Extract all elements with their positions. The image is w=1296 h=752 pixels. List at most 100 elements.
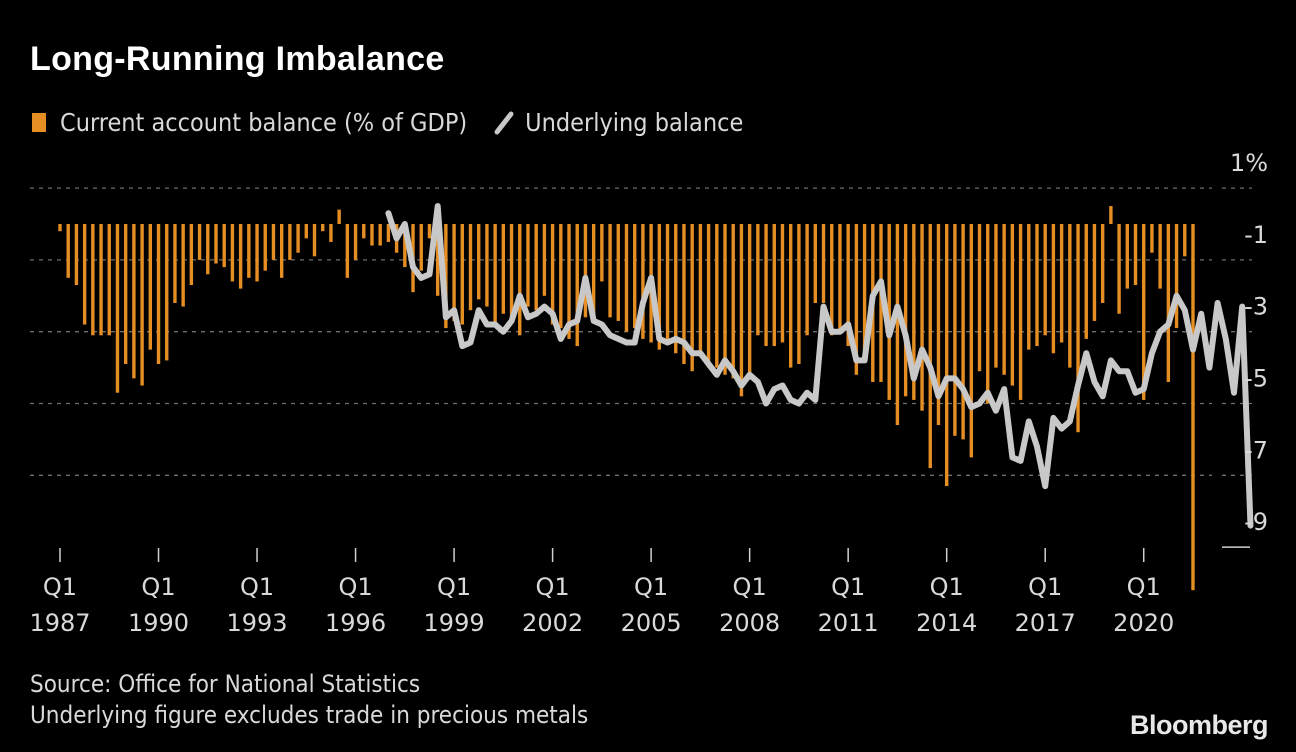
bar [723,224,727,375]
bar [247,224,251,278]
bar [403,224,407,268]
x-tick-label-year: 1990 [128,609,189,637]
bar [797,224,801,365]
x-tick-label-quarter: Q1 [536,573,570,601]
bar [838,224,842,332]
bar [181,224,185,307]
bar [304,224,308,239]
x-tick-label-year: 2002 [522,609,583,637]
bar [961,224,965,440]
bar [616,224,620,321]
bar [165,224,169,361]
bar [91,224,95,336]
bar [928,224,932,469]
bar [1158,224,1162,289]
x-tick-label-year: 2005 [621,609,682,637]
bar [1035,224,1039,347]
y-axis: 1% -1 -3 -5 -7 -9 [1230,149,1268,536]
y-tick-label: -9 [1244,508,1268,536]
x-tick-label-year: 2014 [916,609,977,637]
bar [99,224,103,336]
bar [279,224,284,278]
bar [222,224,226,268]
bar [1133,224,1138,286]
bar [345,224,350,278]
bar [1183,224,1187,257]
bar [386,224,391,242]
legend-bar-label: Current account balance (% of GDP) [60,108,468,137]
bar [747,224,752,379]
chart-plot: 1% -1 -3 -5 -7 -9 Q1 1987 Q1 1990 Q1 1993 Q1 1996 Q1 1… [29,149,1268,637]
bar [731,224,735,379]
bar [567,224,571,339]
x-tick-label-year: 1999 [424,609,485,637]
bar [148,224,153,350]
bar [977,224,982,372]
bar [1051,224,1056,354]
bar [994,224,998,368]
y-tick-label: -5 [1244,365,1268,393]
x-tick-label-year: 2008 [719,609,780,637]
bar [879,224,883,382]
bar [189,224,194,286]
x-tick-label-year: 2017 [1015,609,1076,637]
bar [846,224,850,347]
bar [312,224,317,257]
bar [854,224,859,375]
x-tick-label-quarter: Q1 [733,573,767,601]
bar [1018,224,1023,400]
bar [1109,206,1113,224]
bar [608,224,612,318]
bar [82,224,87,325]
y-tick-label: -3 [1244,293,1268,321]
bar [895,224,900,426]
bar [805,224,809,336]
line-series [385,203,1254,529]
x-tick-label-quarter: Q1 [437,573,471,601]
bar [419,224,423,271]
bar [1010,224,1015,386]
bar [920,224,924,411]
bar [1084,224,1088,339]
bar [550,224,555,325]
bar [1100,224,1105,303]
bar [427,224,432,239]
x-tick-label-year: 2011 [818,609,879,637]
x-tick-label-quarter: Q1 [240,573,274,601]
bar [214,224,218,264]
chart-legend: Current account balance (% of GDP) Under… [32,108,743,137]
bar [969,224,974,458]
bar [862,224,867,354]
bar [263,224,267,271]
bar [912,224,916,400]
bar [337,209,341,224]
bar [756,224,760,336]
bar [821,224,826,303]
x-tick-label-quarter: Q1 [141,573,175,601]
bar [986,224,990,404]
bar [485,224,489,307]
bar [140,224,144,386]
bar [706,224,711,368]
bar [74,224,79,286]
bar [230,224,235,282]
legend-line-swatch-icon [494,111,514,134]
bar [830,224,834,336]
bar-series [58,206,1195,591]
underlying-balance-line [385,203,1254,529]
bar [321,224,325,232]
bar [66,224,70,278]
bar [370,224,374,246]
bar [526,224,530,307]
bar [534,224,538,311]
x-tick-label-year: 1996 [325,609,386,637]
bar [1002,224,1006,375]
x-tick-label-quarter: Q1 [43,573,77,601]
bar [575,224,579,347]
bar [1117,224,1121,314]
bar [329,224,333,242]
bar [903,224,908,397]
bar [107,224,111,336]
bar [173,224,177,303]
bar [641,224,645,339]
